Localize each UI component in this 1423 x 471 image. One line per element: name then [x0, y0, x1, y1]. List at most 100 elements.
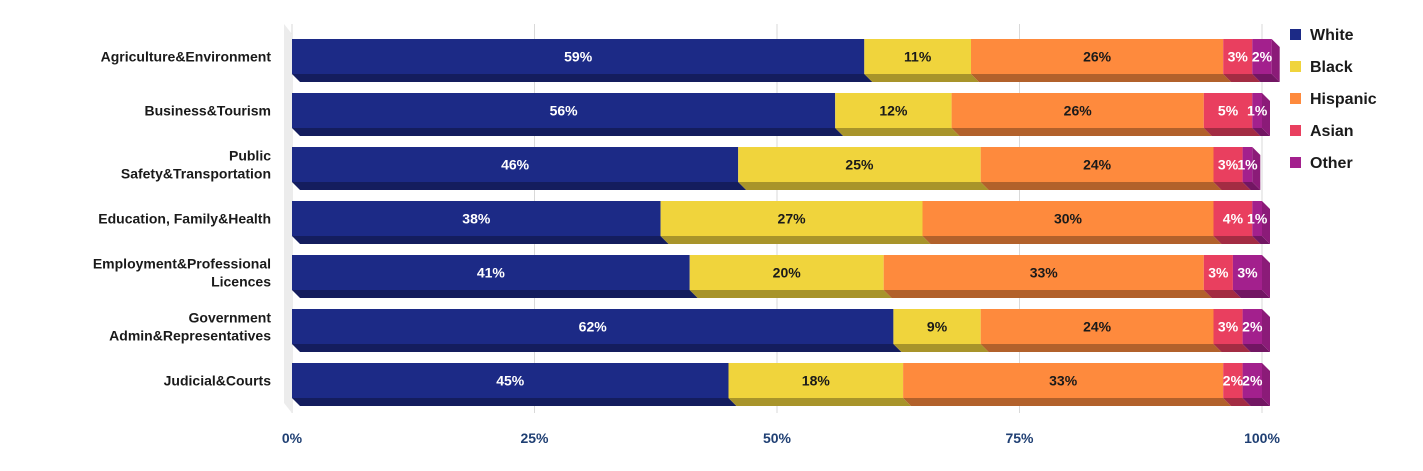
- bar-bottom: [883, 290, 1212, 298]
- data-label: 26%: [1064, 103, 1093, 119]
- bar: [1252, 93, 1262, 128]
- bar-segment-hispanic: 26%: [951, 93, 1212, 136]
- bar-segment-other: 1%: [1237, 147, 1261, 190]
- bar-segment-white: 41%: [292, 255, 698, 298]
- bar: [1203, 93, 1253, 128]
- bar: [893, 309, 981, 344]
- data-label: 3%: [1218, 157, 1239, 173]
- bar: [292, 147, 739, 182]
- bar-bottom: [864, 74, 979, 82]
- data-label: 45%: [496, 373, 525, 389]
- bar: [292, 93, 836, 128]
- bar: [1213, 147, 1243, 182]
- bar-bottom: [292, 398, 737, 406]
- bar-segment-hispanic: 26%: [971, 39, 1232, 82]
- bar-row: 62% 9% 24% 3% 2%: [292, 309, 1270, 352]
- category-label: Admin&Representatives: [109, 328, 271, 344]
- bar-bottom: [1203, 128, 1261, 136]
- bar-bottom: [1223, 398, 1251, 406]
- bar-bottom: [951, 128, 1212, 136]
- bar: [1223, 39, 1253, 74]
- bar-bottom: [980, 182, 1222, 190]
- data-label: 59%: [564, 49, 593, 65]
- legend-label: Asian: [1310, 123, 1354, 140]
- bar-row: 41% 20% 33% 3% 3%: [292, 255, 1270, 298]
- legend-swatch: [1290, 157, 1301, 168]
- data-label: 2%: [1252, 49, 1273, 65]
- bar: [1213, 201, 1253, 236]
- data-label: 41%: [477, 265, 506, 281]
- bar-bottom: [1223, 74, 1261, 82]
- bar-segment-black: 11%: [864, 39, 979, 82]
- bar-bottom: [292, 236, 669, 244]
- legend-swatch: [1290, 93, 1301, 104]
- bar: [292, 39, 865, 74]
- bar-end-cap: [1262, 93, 1270, 136]
- category-label: Licences: [211, 274, 271, 290]
- bar-segment-asian: 2%: [1223, 363, 1251, 406]
- bar: [1232, 255, 1262, 290]
- bar-bottom: [292, 182, 747, 190]
- bar-segment-asian: 3%: [1203, 255, 1241, 298]
- bar-segment-other: 3%: [1232, 255, 1270, 298]
- bar-end-cap: [1262, 255, 1270, 298]
- bar: [292, 363, 729, 398]
- bar: [922, 201, 1214, 236]
- bar: [864, 39, 971, 74]
- data-label: 46%: [501, 157, 530, 173]
- bar-segment-other: 1%: [1247, 201, 1270, 244]
- data-label: 3%: [1237, 265, 1258, 281]
- legend-label: Hispanic: [1310, 91, 1377, 108]
- bar-segment-black: 9%: [893, 309, 989, 352]
- bar-end-cap: [1262, 201, 1270, 244]
- data-label: 9%: [927, 319, 948, 335]
- bar-segment-asian: 3%: [1223, 39, 1261, 82]
- data-label: 30%: [1054, 211, 1083, 227]
- bar-segment-white: 56%: [292, 93, 844, 136]
- bar: [738, 147, 981, 182]
- bar-bottom: [922, 236, 1222, 244]
- bar-bottom: [292, 74, 873, 82]
- bar: [660, 201, 923, 236]
- bar: [980, 309, 1214, 344]
- bar-bottom: [728, 398, 912, 406]
- category-label: Business&Tourism: [144, 103, 271, 119]
- data-label: 11%: [904, 49, 932, 65]
- data-label: 3%: [1208, 265, 1229, 281]
- bar: [971, 39, 1224, 74]
- bar-bottom: [1242, 344, 1270, 352]
- data-label: 1%: [1237, 157, 1258, 173]
- bar-segment-white: 38%: [292, 201, 669, 244]
- bar-bottom: [1213, 344, 1251, 352]
- bar: [1242, 309, 1262, 344]
- data-label: 62%: [579, 319, 608, 335]
- x-tick-label: 25%: [520, 430, 549, 446]
- bar: [903, 363, 1224, 398]
- data-label: 26%: [1083, 49, 1112, 65]
- legend-swatch: [1290, 29, 1301, 40]
- data-label: 24%: [1083, 319, 1112, 335]
- bar-segment-white: 59%: [292, 39, 873, 82]
- bar: [689, 255, 884, 290]
- bar-row: 59% 11% 26% 3% 2%: [292, 39, 1280, 82]
- legend: White Black Hispanic Asian Other: [1290, 27, 1377, 172]
- bar-row: 45% 18% 33% 2% 2%: [292, 363, 1270, 406]
- data-label: 3%: [1228, 49, 1249, 65]
- bar-segment-black: 18%: [728, 363, 912, 406]
- bar-bottom: [1252, 74, 1280, 82]
- data-label: 24%: [1083, 157, 1112, 173]
- data-label: 3%: [1218, 319, 1239, 335]
- bar-segment-black: 12%: [835, 93, 960, 136]
- bar-bottom: [1213, 236, 1261, 244]
- data-label: 27%: [778, 211, 807, 227]
- bar-bottom: [738, 182, 989, 190]
- bar-segment-hispanic: 24%: [980, 147, 1222, 190]
- bar: [835, 93, 952, 128]
- bar-row: 56% 12% 26% 5% 1%: [292, 93, 1270, 136]
- x-tick-label: 0%: [282, 430, 303, 446]
- bar-row: 38% 27% 30% 4% 1%: [292, 201, 1270, 244]
- x-tick-label: 75%: [1005, 430, 1034, 446]
- legend-swatch: [1290, 61, 1301, 72]
- bar-bottom: [893, 344, 989, 352]
